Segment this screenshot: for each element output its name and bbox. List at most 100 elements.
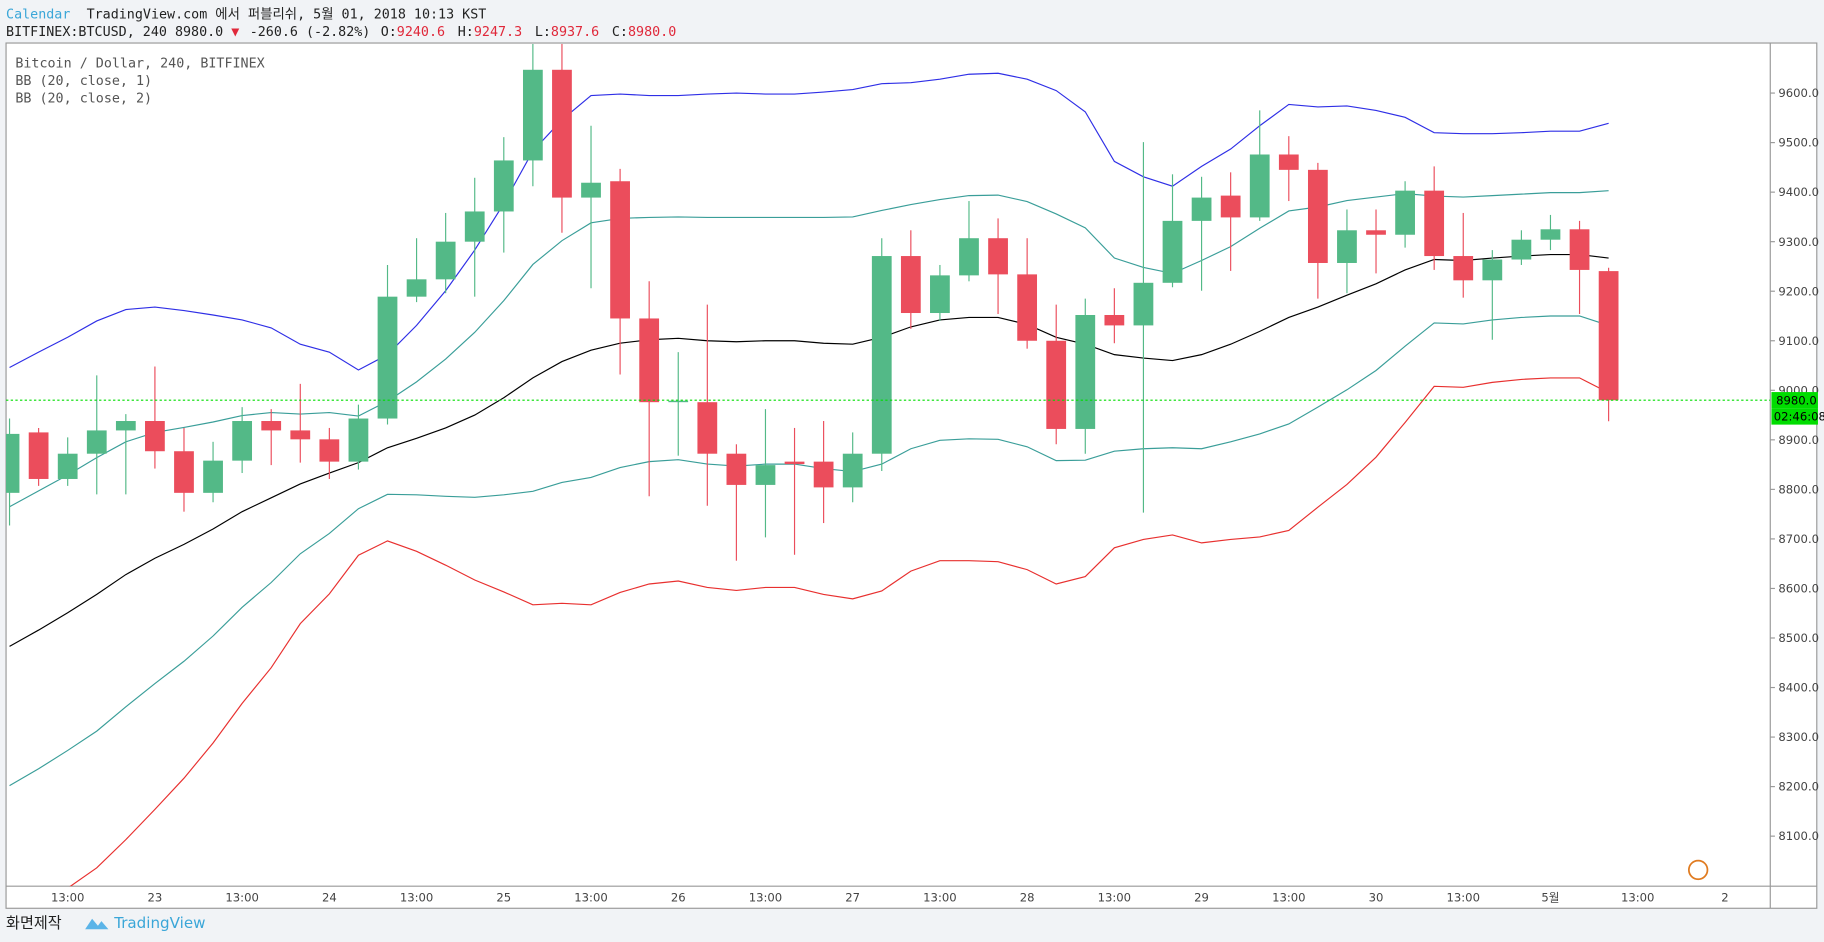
y-tick-label: 9600.0 bbox=[1778, 86, 1819, 100]
candle-body bbox=[697, 402, 718, 454]
candle-body bbox=[319, 439, 340, 462]
header-line: Calendar TradingView.com 에서 퍼블리쉬, 5월 01,… bbox=[6, 7, 486, 23]
source-link[interactable]: Calendar bbox=[6, 8, 70, 23]
candle-body bbox=[842, 453, 863, 488]
x-tick-label: 28 bbox=[1020, 890, 1035, 904]
candle-body bbox=[1104, 314, 1125, 326]
candle-body bbox=[261, 421, 282, 431]
x-tick-label: 24 bbox=[322, 890, 337, 904]
price-label-box bbox=[1771, 392, 1818, 409]
candle-body bbox=[610, 181, 630, 319]
x-tick-label: 25 bbox=[496, 890, 511, 904]
candle-body bbox=[755, 465, 776, 485]
ohlc-value: 9240.6 bbox=[397, 25, 445, 40]
countdown-label: 02:46:08 bbox=[1774, 410, 1824, 424]
y-tick-label: 9400.0 bbox=[1778, 185, 1819, 199]
band-line bbox=[9, 72, 1609, 371]
y-tick-label: 9500.0 bbox=[1778, 136, 1819, 150]
band-line bbox=[9, 315, 1609, 787]
x-tick-label: 13:00 bbox=[574, 890, 607, 904]
candle-body bbox=[145, 421, 165, 452]
x-tick-label: 26 bbox=[671, 890, 686, 904]
candle-body bbox=[1453, 256, 1474, 281]
x-tick-label: 13:00 bbox=[51, 890, 84, 904]
footer-credit: 화면제작 bbox=[6, 914, 62, 932]
candle-body bbox=[1337, 230, 1357, 263]
candle-body bbox=[232, 421, 253, 461]
x-tick-label: 27 bbox=[845, 890, 860, 904]
candle-body bbox=[1366, 230, 1386, 235]
chart-frame bbox=[5, 42, 1818, 909]
candle-body bbox=[1133, 282, 1154, 326]
x-tick-label: 13:00 bbox=[1447, 890, 1480, 904]
candle-body bbox=[1249, 154, 1270, 218]
candle-body bbox=[871, 256, 892, 454]
candle-body bbox=[581, 182, 601, 198]
candle-body bbox=[1569, 229, 1590, 270]
price-label: 8980.0 bbox=[1776, 393, 1817, 407]
footer-brand[interactable]: TradingView bbox=[113, 914, 205, 932]
ohlc-value: 8980.0 bbox=[628, 25, 676, 40]
y-tick-label: 8500.0 bbox=[1778, 631, 1819, 645]
band-line bbox=[69, 377, 1609, 887]
candle-body bbox=[1046, 340, 1067, 429]
candle-body bbox=[86, 430, 107, 454]
y-tick-label: 8900.0 bbox=[1778, 433, 1819, 447]
y-tick-label: 9100.0 bbox=[1778, 334, 1819, 348]
candle-body bbox=[900, 256, 921, 314]
candle-body bbox=[1540, 229, 1561, 240]
y-tick-label: 8400.0 bbox=[1778, 681, 1819, 695]
change-arrow: ▼ bbox=[231, 25, 239, 40]
band-line bbox=[9, 253, 1609, 647]
candle-body bbox=[174, 451, 194, 493]
y-tick-label: 8700.0 bbox=[1778, 532, 1819, 546]
y-tick-label: 9200.0 bbox=[1778, 284, 1819, 298]
axes: 8100.0 8200.0 8300.0 8400.0 8500.0 8600.0 8700… bbox=[51, 86, 1824, 904]
change: -260.6 (-2.82%) bbox=[250, 25, 371, 40]
candle-body bbox=[1424, 190, 1445, 257]
candle-body bbox=[1075, 314, 1096, 429]
candle-body bbox=[1220, 195, 1241, 218]
candle-body bbox=[552, 69, 572, 198]
candle-body bbox=[348, 418, 369, 462]
candle-body bbox=[377, 296, 398, 419]
y-tick-label: 8600.0 bbox=[1778, 582, 1819, 596]
ohlc-value: 9247.3 bbox=[474, 25, 522, 40]
candle-body bbox=[1395, 190, 1415, 235]
candle-body bbox=[464, 211, 485, 242]
candle-body bbox=[784, 461, 805, 465]
ohlc-key: H: bbox=[458, 25, 474, 40]
legend-indicator: BB (20, close, 1) bbox=[15, 74, 152, 89]
ohlc-key: L: bbox=[535, 25, 551, 40]
legend-title: Bitcoin / Dollar, 240, BITFINEX bbox=[15, 56, 264, 71]
candle-body bbox=[1278, 154, 1299, 170]
candle-body bbox=[813, 461, 834, 488]
x-tick-label: 13:00 bbox=[1621, 890, 1654, 904]
candle-body bbox=[493, 160, 514, 212]
symbol: BITFINEX:BTCUSD, 240 8980.0 bbox=[6, 25, 223, 40]
candle-body bbox=[668, 400, 689, 403]
y-tick-label: 8200.0 bbox=[1778, 780, 1819, 794]
x-tick-label: 13:00 bbox=[749, 890, 782, 904]
published: TradingView.com 에서 퍼블리쉬, 5월 01, 2018 10:… bbox=[87, 7, 487, 23]
x-tick-label: 13:00 bbox=[1272, 890, 1305, 904]
ohlc-value: 8937.6 bbox=[551, 25, 599, 40]
candle-body bbox=[1017, 274, 1038, 341]
x-tick-label: 23 bbox=[148, 890, 163, 904]
candle-body bbox=[1511, 239, 1532, 260]
y-tick-label: 8100.0 bbox=[1778, 829, 1819, 843]
candle-body bbox=[930, 275, 950, 314]
ohlc-key: O: bbox=[381, 25, 397, 40]
y-tick-label: 9300.0 bbox=[1778, 235, 1819, 249]
candle-body bbox=[1307, 169, 1328, 263]
ohlc-key: C: bbox=[612, 25, 628, 40]
candle-body bbox=[522, 69, 543, 161]
x-tick-label: 13:00 bbox=[923, 890, 956, 904]
candle-body bbox=[115, 421, 136, 431]
x-tick-label: 13:00 bbox=[225, 890, 258, 904]
symbol-line: BITFINEX:BTCUSD, 240 8980.0 ▼ -260.6 (-2… bbox=[6, 25, 676, 40]
watermark-icon bbox=[1687, 859, 1709, 881]
y-tick-label: 8800.0 bbox=[1778, 482, 1819, 496]
